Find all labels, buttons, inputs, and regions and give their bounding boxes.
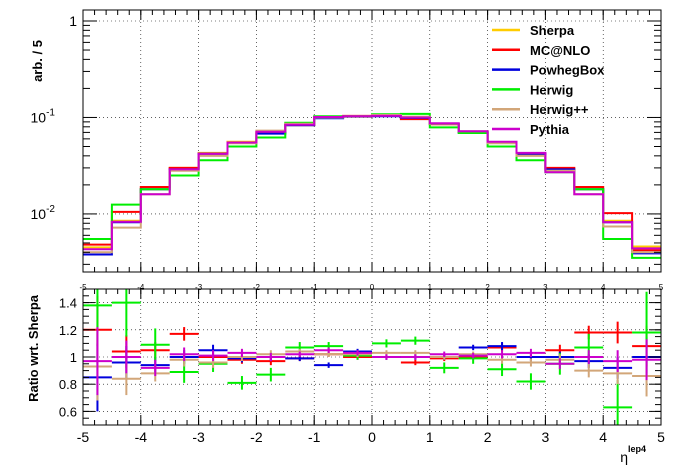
main-axes: -5 -4 -3 -2 -1 0 1 2 3 4 510-210-11: [31, 10, 664, 292]
main-x-tick-label: 5: [659, 283, 664, 292]
main-y-tick-exponent: -1: [46, 107, 55, 118]
ratio-series-herwig: [83, 289, 661, 425]
main-x-tick-label: -3: [195, 283, 203, 292]
legend-label-mc-nlo: MC@NLO: [530, 43, 590, 58]
main-x-tick-label: -1: [311, 283, 319, 292]
ratio-x-tick-label: 0: [368, 429, 376, 445]
legend-entry-pythia: Pythia: [492, 122, 570, 137]
main-x-tick-label: -4: [137, 283, 145, 292]
ratio-y-tick-label: 1.2: [59, 323, 77, 338]
main-y-tick-base: 1: [69, 13, 77, 29]
ratio-x-tick-label: 5: [657, 429, 665, 445]
main-y-tick-exponent: -2: [46, 204, 55, 215]
ratio-x-tick-label: -2: [250, 429, 263, 445]
ratio-y-tick-label: 1.4: [59, 296, 77, 311]
main-y-tick-base: 10: [31, 109, 47, 125]
main-x-tick-label: -2: [253, 283, 261, 292]
ratio-x-tick-label: 4: [599, 429, 607, 445]
ratio-x-tick-label: 2: [484, 429, 492, 445]
main-series-group: [83, 112, 661, 259]
main-x-tick-label: 0: [370, 283, 375, 292]
main-y-tick-label: 1: [69, 13, 77, 29]
ratio-x-tick-label: 1: [426, 429, 434, 445]
ratio-x-tick-label: 3: [542, 429, 550, 445]
main-plot-panel: -5 -4 -3 -2 -1 0 1 2 3 4 510-210-11 arb. / 5: [30, 9, 664, 292]
ratio-series-pythia: [83, 327, 661, 396]
main-x-tick-label: 1: [428, 283, 433, 292]
legend-entry-herwig-: Herwig++: [492, 102, 589, 117]
legend-entry-herwig: Herwig: [492, 82, 573, 97]
legend: Sherpa MC@NLO PowhegBox Herwig Herwig++ Pythi…: [492, 23, 605, 137]
legend-entry-powhegbox: PowhegBox: [492, 63, 605, 78]
legend-entry-sherpa: Sherpa: [492, 23, 575, 38]
ratio-x-tick-label: -4: [135, 429, 148, 445]
legend-label-herwig-: Herwig++: [530, 102, 589, 117]
x-axis-label-main: η: [620, 449, 628, 465]
main-y-tick-label: 10-1: [31, 107, 56, 125]
legend-label-powhegbox: PowhegBox: [530, 63, 605, 78]
series-line-pythia: [83, 114, 661, 251]
x-axis-label-sup: lep4: [628, 444, 646, 454]
main-x-tick-label: 2: [485, 283, 490, 292]
series-pythia: [83, 114, 661, 251]
ratio-x-tick-label: -1: [308, 429, 321, 445]
legend-label-pythia: Pythia: [530, 122, 570, 137]
legend-label-herwig: Herwig: [530, 82, 573, 97]
main-x-tick-label: 4: [601, 283, 606, 292]
main-y-tick-base: 10: [31, 206, 47, 222]
main-y-tick-label: 10-2: [31, 204, 56, 222]
main-x-tick-label: -5: [79, 283, 87, 292]
legend-label-sherpa: Sherpa: [530, 23, 575, 38]
main-x-tick-label: 3: [543, 283, 548, 292]
ratio-y-tick-label: 0.8: [59, 377, 77, 392]
ratio-y-tick-label: 1: [70, 350, 77, 365]
x-axis-label: ηlep4: [620, 444, 646, 465]
ratio-plot-panel: -5 -4 -3 -2 -1 0 1 2 3 4 5 0.6 0.8 1 1.2 1.4 Ratio wrt.…: [26, 288, 665, 465]
legend-entry-mc-nlo: MC@NLO: [492, 43, 590, 58]
ratio-y-axis-label: Ratio wrt. Sherpa: [26, 294, 41, 402]
ratio-x-tick-label: -3: [192, 429, 205, 445]
ratio-axes: -5 -4 -3 -2 -1 0 1 2 3 4 5 0.6 0.8 1 1.2 1.4: [59, 289, 665, 445]
main-y-axis-label: arb. / 5: [30, 40, 45, 82]
ratio-y-tick-label: 0.6: [59, 404, 77, 419]
ratio-x-tick-label: -5: [77, 429, 90, 445]
